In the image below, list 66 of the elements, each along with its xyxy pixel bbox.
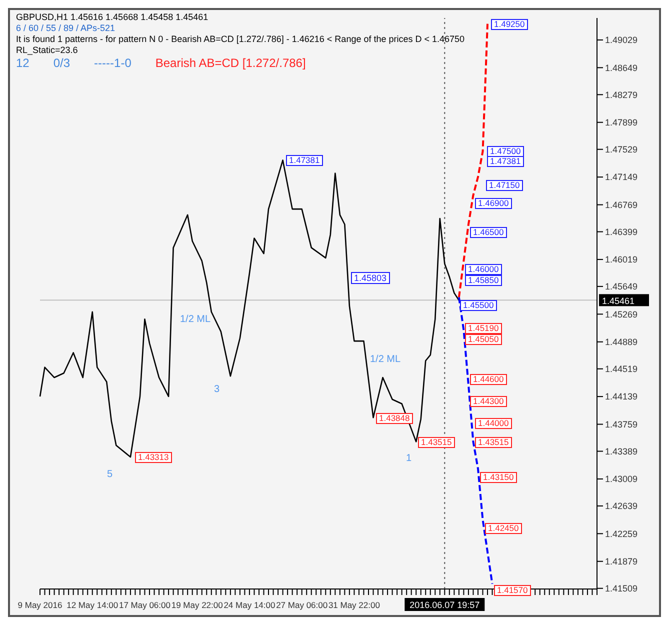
annotation: 1.44300 <box>470 396 507 407</box>
annotation: Bearish AB=CD [1.272/.786] <box>155 56 306 70</box>
annotation: -----1-0 <box>94 56 132 70</box>
annotation: 1.47150 <box>486 180 523 191</box>
x-tick-label: 31 May 22:00 <box>328 600 380 610</box>
y-tick-label: 1.48649 <box>605 62 638 73</box>
y-tick-label: 1.41509 <box>605 584 638 594</box>
y-tick-label: 1.41879 <box>605 556 638 567</box>
y-tick-label: 1.47149 <box>605 172 638 182</box>
annotation: 1.45190 <box>465 323 502 334</box>
x-tick-label: 2016.06.07 19:57 <box>410 600 480 610</box>
y-tick-label: 1.44519 <box>605 364 638 374</box>
y-tick-label: 1.42259 <box>605 528 638 539</box>
annotation: 1.45850 <box>465 275 502 286</box>
annotation: 1.43150 <box>480 472 517 483</box>
annotation: 1.43515 <box>475 437 512 448</box>
y-tick-label: 1.43009 <box>605 474 638 484</box>
chart-title: GBPUSD,H1 1.45616 1.45668 1.45458 1.45461 <box>16 12 210 23</box>
x-tick-label: 24 May 14:00 <box>224 600 276 610</box>
y-tick-label: 1.49029 <box>605 35 638 46</box>
y-tick-label: 1.44139 <box>605 392 638 402</box>
annotation: 1.44000 <box>475 418 512 429</box>
annotation: 1.47381 <box>286 155 323 166</box>
y-tick-label: 1.42639 <box>605 501 638 512</box>
annotation: 1.45500 <box>460 300 497 311</box>
text: 6 / 60 / 55 / 89 / APs-521 <box>16 23 116 34</box>
y-tick-label: 1.47899 <box>605 118 638 128</box>
annotation: 1.49250 <box>491 19 528 30</box>
annotation: 1.42450 <box>485 523 522 534</box>
annotation: 1.41570 <box>494 585 531 596</box>
annotation: 0/3 <box>53 56 70 70</box>
annotation: 1.43313 <box>135 452 172 463</box>
annotation: 3 <box>214 384 220 395</box>
annotation: 1/2 ML <box>370 354 401 365</box>
annotation: 1.47500 <box>487 146 524 157</box>
x-tick-label: 17 May 06:00 <box>118 600 171 610</box>
y-tick-label: 1.43759 <box>605 419 638 430</box>
annotation: 1.46500 <box>470 227 507 238</box>
annotation: 1.46900 <box>475 198 512 209</box>
annotation: 1.43848 <box>376 413 413 424</box>
y-tick-label: 1.48279 <box>605 90 638 100</box>
annotation: 5 <box>107 469 113 480</box>
annotation: 1.46000 <box>465 264 502 275</box>
y-tick-label: 1.45649 <box>605 282 638 292</box>
y-tick-label: 1.46399 <box>605 226 638 237</box>
y-tick-label: 1.44889 <box>605 337 638 348</box>
annotation: 1/2 ML <box>180 314 211 325</box>
text: 12 <box>16 56 30 70</box>
x-tick-label: 9 May 2016 <box>18 600 62 610</box>
y-tick-label: 1.46019 <box>605 254 638 265</box>
y-tick-label: 1.43389 <box>605 446 638 456</box>
annotation: 1.45050 <box>465 334 502 345</box>
y-tick-label: 1.45269 <box>605 309 638 320</box>
annotation: It is found 1 patterns - for pattern N 0 - Bearish AB=CD [1.272/.786] - 1.46216 < Range of the prices D < 1.46750 <box>16 34 465 45</box>
ref-line-label: 1.45461 <box>602 296 635 306</box>
x-tick-label: 27 May 06:00 <box>276 600 328 610</box>
x-tick-label: 19 May 22:00 <box>171 600 224 610</box>
x-tick-label: 12 May 14:00 <box>66 600 118 610</box>
annotation: 1.47381 <box>487 156 524 167</box>
annotation: 1.43515 <box>418 437 455 448</box>
y-tick-label: 1.46769 <box>605 200 638 210</box>
annotation: 1.45803 <box>351 272 390 284</box>
y-tick-label: 1.47529 <box>605 144 638 155</box>
annotation: RL_Static=23.6 <box>16 45 79 56</box>
annotation: 1.44600 <box>470 374 507 385</box>
annotation: 1 <box>406 453 412 464</box>
